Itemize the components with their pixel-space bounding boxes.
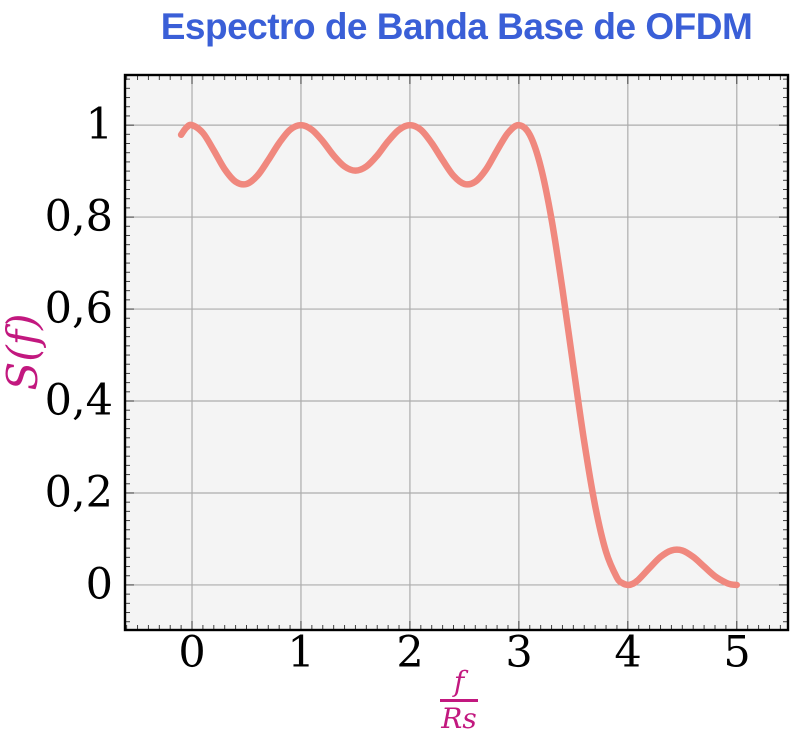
x-label-numerator: f — [453, 665, 465, 698]
chart-title: Espectro de Banda Base de OFDM — [160, 6, 753, 47]
y-axis-label: S(f) — [0, 313, 47, 391]
fraction-bar — [440, 699, 478, 702]
x-axis-label-fraction: f Rs — [440, 668, 478, 733]
x-label-denominator: Rs — [441, 702, 477, 735]
